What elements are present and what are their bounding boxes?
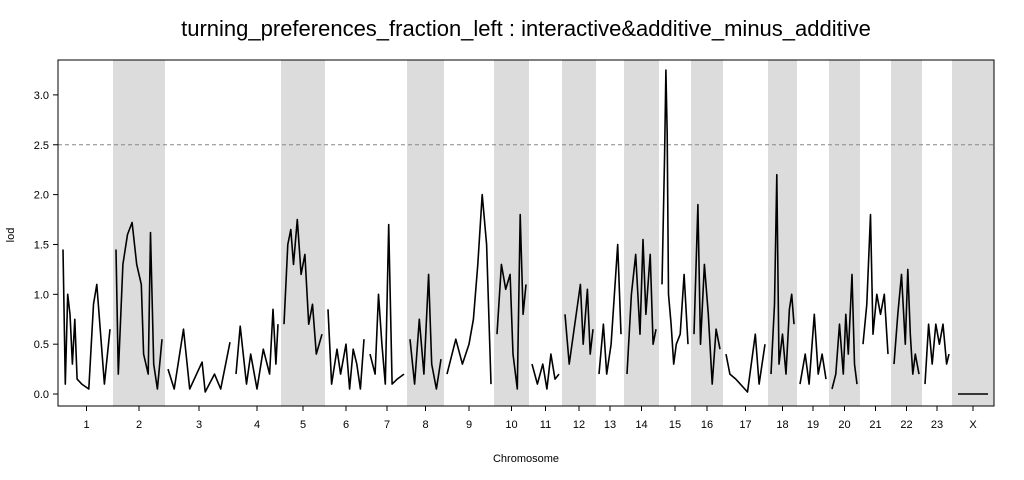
lod-trace-chr-1 xyxy=(62,249,111,390)
lod-trace-chr-15 xyxy=(661,69,689,365)
x-tick-label: 3 xyxy=(196,419,202,431)
x-tick-label: 20 xyxy=(838,419,850,431)
x-axis-title: Chromosome xyxy=(493,453,559,465)
x-tick-label: 11 xyxy=(540,419,551,431)
y-tick-label: 2.0 xyxy=(34,190,49,202)
y-tick-label: 0.0 xyxy=(34,389,49,401)
x-tick-label: 10 xyxy=(505,419,517,431)
y-axis: 0.0 0.5 1.0 1.5 2.0 2.5 3.0 xyxy=(34,90,58,401)
y-tick-label: 0.5 xyxy=(34,339,49,351)
lod-trace-chr-13 xyxy=(598,243,622,375)
x-tick-label: 1 xyxy=(83,419,89,431)
lod-trace-chr-16 xyxy=(693,203,721,385)
x-tick-label: 13 xyxy=(604,419,616,431)
lod-trace-chr-7 xyxy=(369,223,405,385)
lod-traces xyxy=(62,69,988,395)
y-axis-title: lod xyxy=(5,228,17,243)
lod-trace-chr-17 xyxy=(725,333,766,393)
chromosome-band-5 xyxy=(281,60,325,406)
x-tick-label: 19 xyxy=(807,419,819,431)
chromosome-band-14 xyxy=(624,60,659,406)
lod-trace-chr-19 xyxy=(799,313,827,385)
lod-trace-chr-3 xyxy=(167,328,231,393)
lod-trace-chr-23 xyxy=(924,323,950,385)
chromosome-band-22 xyxy=(891,60,922,406)
x-tick-label: 14 xyxy=(635,419,647,431)
y-tick-label: 1.5 xyxy=(34,239,49,251)
x-tick-label: 22 xyxy=(900,419,912,431)
lod-trace-chr-22 xyxy=(893,268,920,375)
lod-trace-chr-8 xyxy=(409,273,442,390)
x-tick-label: 2 xyxy=(136,419,142,431)
lod-trace-chr-20 xyxy=(831,273,858,390)
x-tick-label: X xyxy=(969,419,977,431)
x-tick-label: 6 xyxy=(343,419,349,431)
chart-title: turning_preferences_fraction_left : inte… xyxy=(181,16,871,41)
x-tick-label: 15 xyxy=(669,419,681,431)
chromosome-band-10 xyxy=(494,60,529,406)
x-tick-label: 5 xyxy=(300,419,306,431)
lod-trace-chr-21 xyxy=(862,213,889,355)
x-tick-label: 18 xyxy=(776,419,788,431)
x-tick-label: 9 xyxy=(466,419,472,431)
y-tick-label: 1.0 xyxy=(34,289,49,301)
lod-trace-chr-10 xyxy=(496,213,527,390)
x-tick-label: 16 xyxy=(701,419,713,431)
y-tick-label: 2.5 xyxy=(34,140,49,152)
lod-trace-chr-4 xyxy=(235,308,279,390)
x-tick-label: 17 xyxy=(739,419,751,431)
lod-trace-chr-6 xyxy=(327,309,365,390)
x-tick-label: 21 xyxy=(869,419,881,431)
y-tick-label: 3.0 xyxy=(34,90,49,102)
lod-trace-chr-18 xyxy=(770,173,795,375)
chromosome-bands xyxy=(113,60,994,406)
lod-trace-chr-5 xyxy=(283,218,323,355)
chromosome-band-16 xyxy=(691,60,723,406)
x-axis: 1 2 3 4 5 6 7 8 9 10 11 12 13 14 15 16 17 18 19 20 21 22 23 X xyxy=(83,406,977,431)
x-tick-label: 7 xyxy=(384,419,390,431)
x-tick-label: 8 xyxy=(422,419,428,431)
lod-trace-chr-11 xyxy=(531,353,560,390)
lod-trace-chr-12 xyxy=(564,283,594,365)
chromosome-band-2 xyxy=(113,60,165,406)
lod-trace-chr-2 xyxy=(115,221,163,390)
chromosome-band-X xyxy=(952,60,994,406)
lod-trace-chr-14 xyxy=(626,238,657,375)
lod-trace-chr-9 xyxy=(446,193,492,385)
plot-frame xyxy=(57,59,995,407)
x-tick-label: 23 xyxy=(931,419,943,431)
x-tick-label: 12 xyxy=(573,419,585,431)
x-tick-label: 4 xyxy=(254,419,260,431)
